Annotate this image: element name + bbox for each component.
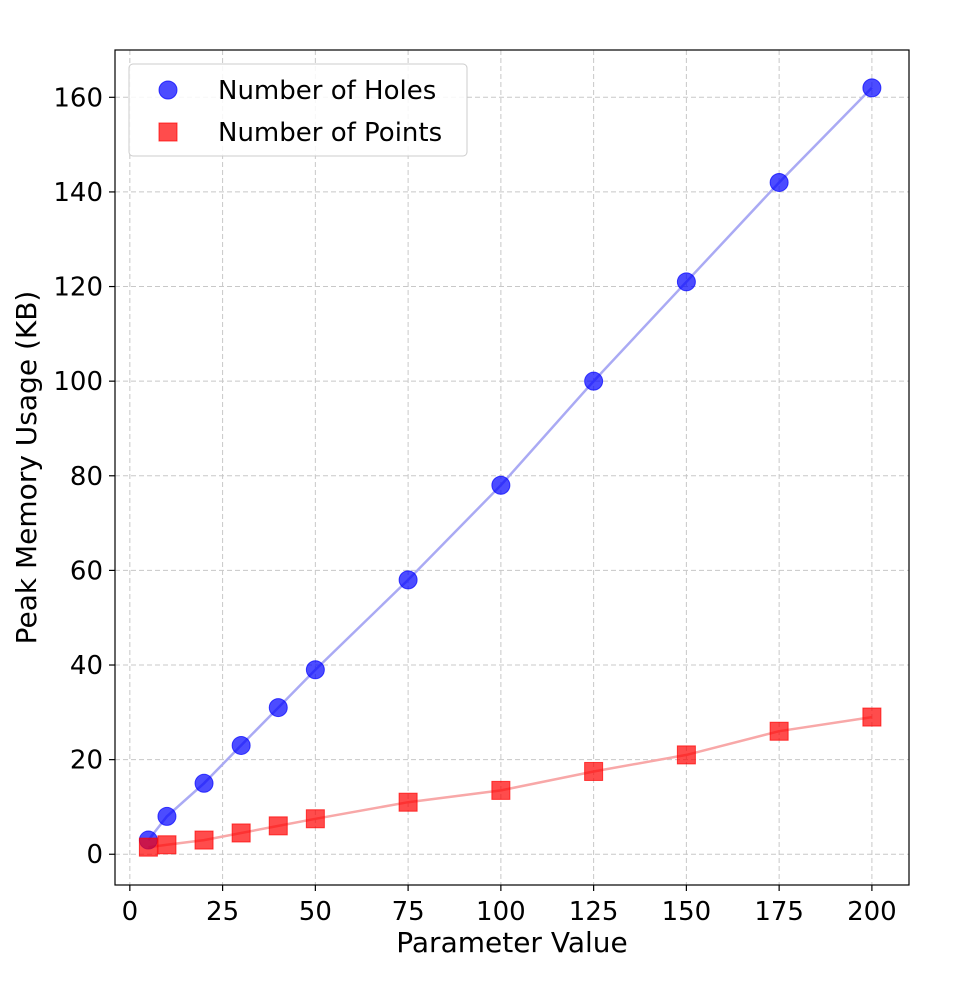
holes-point (491, 475, 511, 495)
holes-point (584, 371, 604, 391)
points-point (862, 707, 882, 727)
points-point (268, 816, 288, 836)
y-tick-label: 40 (70, 651, 103, 681)
legend-label: Number of Holes (218, 76, 436, 106)
holes-point (194, 773, 214, 793)
legend-marker-holes (158, 80, 178, 100)
legend-label: Number of Points (218, 118, 442, 148)
x-tick-label: 100 (476, 897, 526, 927)
y-tick-label: 0 (86, 840, 103, 870)
plot-frame (114, 49, 910, 886)
axis-ticks: 0 25 50 75 100 125 150 175 200 0 20 40 60 80 100 120 140… (53, 83, 896, 927)
y-tick-label: 20 (70, 746, 103, 776)
y-tick-label: 60 (70, 556, 103, 586)
x-tick-label: 75 (392, 897, 425, 927)
x-tick-label: 125 (569, 897, 619, 927)
points-point (305, 809, 325, 829)
points-point (769, 721, 789, 741)
holes-point (231, 735, 251, 755)
holes-point (769, 172, 789, 192)
holes-point (268, 698, 288, 718)
y-tick-label: 120 (53, 273, 103, 303)
points-point (157, 835, 177, 855)
holes-point (862, 78, 882, 98)
legend-box (128, 63, 468, 157)
legend: Number of Holes Number of Points (128, 63, 468, 157)
x-tick-label: 150 (662, 897, 712, 927)
holes-point (305, 660, 325, 680)
points-point (398, 792, 418, 812)
x-tick-label: 0 (122, 897, 139, 927)
points-point (231, 823, 251, 843)
y-tick-label: 160 (53, 83, 103, 113)
holes-point (398, 570, 418, 590)
points-point (491, 780, 511, 800)
holes-point (676, 272, 696, 292)
y-tick-label: 80 (70, 462, 103, 492)
x-axis-title: Parameter Value (396, 926, 627, 959)
x-tick-label: 200 (847, 897, 897, 927)
y-tick-label: 100 (53, 367, 103, 397)
points-point (676, 745, 696, 765)
series-markers (138, 78, 882, 857)
x-tick-label: 25 (206, 897, 239, 927)
points-point (138, 837, 158, 857)
x-tick-label: 50 (299, 897, 332, 927)
y-axis-title: Peak Memory Usage (KB) (10, 291, 43, 645)
holes-point (157, 806, 177, 826)
x-tick-label: 175 (754, 897, 804, 927)
points-point (584, 761, 604, 781)
points-point (194, 830, 214, 850)
legend-marker-points (158, 122, 178, 142)
y-tick-label: 140 (53, 178, 103, 208)
